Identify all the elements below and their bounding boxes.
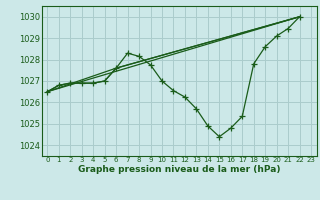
X-axis label: Graphe pression niveau de la mer (hPa): Graphe pression niveau de la mer (hPa) [78, 165, 280, 174]
